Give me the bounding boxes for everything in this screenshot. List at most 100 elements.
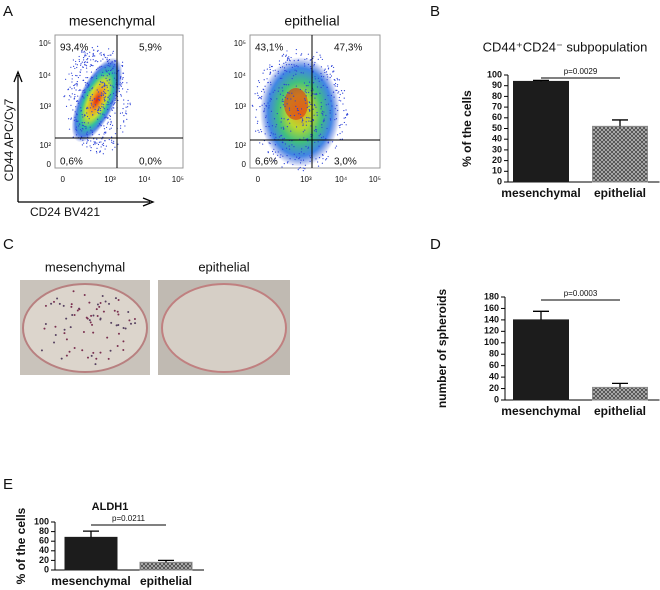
event-dot xyxy=(283,118,285,120)
event-dot xyxy=(83,97,85,99)
event-dot xyxy=(270,132,272,134)
event-dot xyxy=(281,66,284,68)
event-dot xyxy=(304,65,306,67)
event-dot xyxy=(103,125,105,127)
event-dot xyxy=(109,63,112,65)
event-dot xyxy=(99,83,101,86)
event-dot xyxy=(312,82,315,84)
event-dot xyxy=(289,158,291,160)
event-dot xyxy=(103,88,106,91)
event-dot xyxy=(314,93,316,95)
event-dot xyxy=(260,98,262,100)
event-dot xyxy=(274,144,276,146)
event-dot xyxy=(276,98,278,100)
colony xyxy=(62,304,65,307)
event-dot xyxy=(111,102,113,104)
event-dot xyxy=(283,67,286,69)
event-dot xyxy=(97,125,99,127)
event-dot xyxy=(300,151,302,153)
event-dot xyxy=(286,155,288,157)
event-dot xyxy=(287,118,290,120)
event-dot xyxy=(338,124,340,127)
event-dot xyxy=(114,72,116,74)
colony xyxy=(54,325,57,328)
event-dot xyxy=(109,54,111,56)
event-dot xyxy=(316,51,318,53)
event-dot xyxy=(103,133,105,135)
flow-y-tick-label: 10² xyxy=(234,141,246,150)
event-dot xyxy=(278,63,281,65)
event-dot xyxy=(309,155,311,157)
event-dot xyxy=(90,78,92,80)
event-dot xyxy=(286,162,289,164)
event-dot xyxy=(288,84,290,86)
event-dot xyxy=(284,143,287,145)
event-dot xyxy=(91,104,93,106)
event-dot xyxy=(306,58,308,60)
y-tick-label: 30 xyxy=(492,144,502,154)
event-dot xyxy=(310,136,312,138)
event-dot xyxy=(114,99,116,102)
event-dot xyxy=(111,62,113,64)
event-dot xyxy=(110,120,112,123)
event-dot xyxy=(305,92,307,94)
event-dot xyxy=(281,87,283,89)
colony xyxy=(116,310,119,313)
event-dot xyxy=(340,100,342,102)
event-dot xyxy=(90,140,92,142)
event-dot xyxy=(305,85,308,87)
event-dot xyxy=(103,85,105,87)
event-dot xyxy=(288,107,291,109)
event-dot xyxy=(305,121,307,123)
event-dot xyxy=(328,67,330,69)
event-dot xyxy=(338,99,340,101)
event-dot xyxy=(90,149,92,152)
event-dot xyxy=(274,158,276,160)
event-dot xyxy=(80,63,82,65)
event-dot xyxy=(322,121,325,123)
event-dot xyxy=(282,73,284,75)
event-dot xyxy=(101,144,103,146)
event-dot xyxy=(106,60,109,63)
event-dot xyxy=(336,104,338,107)
event-dot xyxy=(94,143,96,145)
event-dot xyxy=(342,103,344,105)
event-dot xyxy=(295,48,297,51)
event-dot xyxy=(75,126,77,128)
event-dot xyxy=(266,121,269,124)
event-dot xyxy=(108,59,111,61)
event-dot xyxy=(84,52,86,54)
p-value: p=0.0211 xyxy=(112,514,146,523)
event-dot xyxy=(277,70,279,72)
colony xyxy=(122,327,125,330)
event-dot xyxy=(320,106,323,108)
event-dot xyxy=(122,72,124,74)
colony xyxy=(114,297,117,300)
event-dot xyxy=(91,134,94,136)
event-dot xyxy=(276,112,278,115)
event-dot xyxy=(301,120,304,122)
event-dot xyxy=(327,94,329,97)
event-dot xyxy=(119,127,122,129)
colony xyxy=(127,311,130,314)
event-dot xyxy=(281,166,283,168)
event-dot xyxy=(91,88,93,90)
event-dot xyxy=(262,72,264,74)
y-tick-label: 60 xyxy=(39,536,49,546)
event-dot xyxy=(273,118,276,120)
event-dot xyxy=(92,59,94,61)
event-dot xyxy=(84,125,86,128)
event-dot xyxy=(94,60,96,62)
event-dot xyxy=(65,78,67,80)
event-dot xyxy=(315,93,317,95)
event-dot xyxy=(91,111,93,113)
event-dot xyxy=(289,122,291,124)
density-cloud xyxy=(71,57,123,143)
event-dot xyxy=(76,100,78,103)
event-dot xyxy=(301,118,304,120)
event-dot xyxy=(255,130,257,132)
event-dot xyxy=(68,99,70,101)
event-dot xyxy=(122,131,124,133)
event-dot xyxy=(283,137,285,140)
event-dot xyxy=(286,98,289,100)
